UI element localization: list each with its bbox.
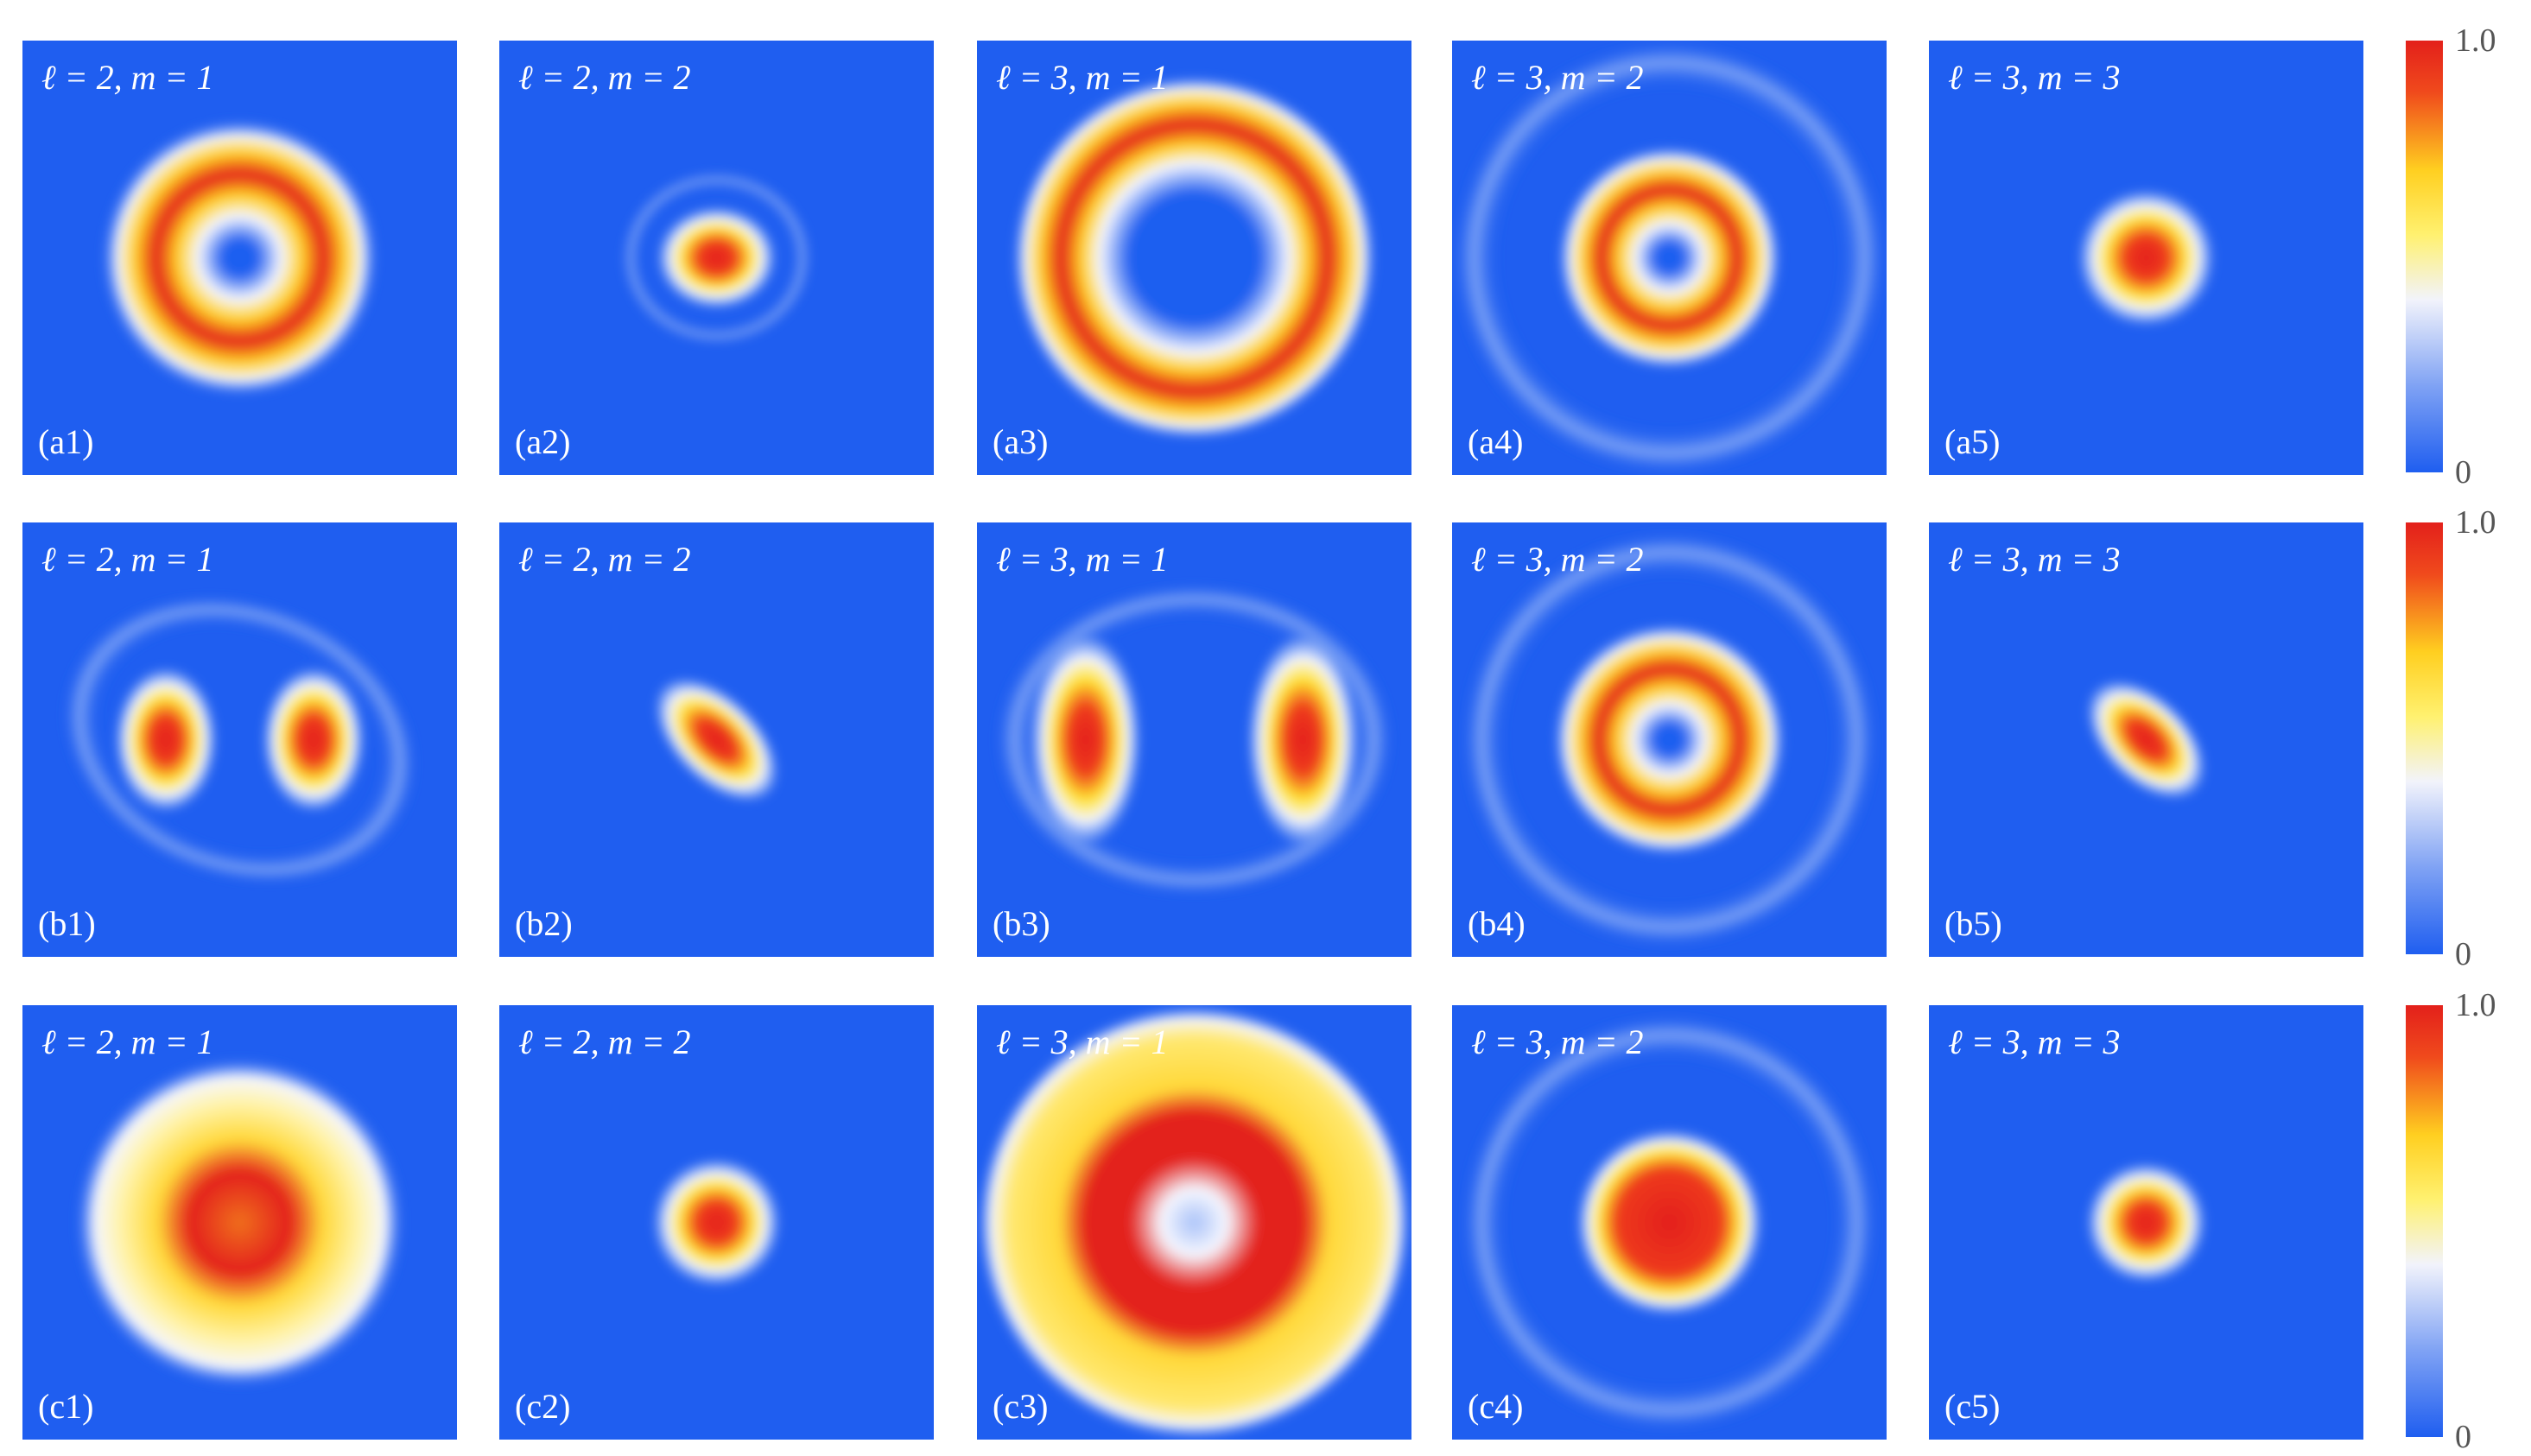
panel-title: ℓ = 3, m = 1 (996, 58, 1169, 97)
intensity-shape (1556, 144, 1783, 371)
intensity-shape (2077, 188, 2216, 327)
intensity-shape (1246, 630, 1360, 849)
intensity-shape (100, 118, 379, 397)
panel: ℓ = 2, m = 1 (b1) (22, 522, 457, 957)
intensity-shape (2085, 1162, 2207, 1283)
heatmap (2077, 188, 2216, 327)
panel-label: (a4) (1468, 422, 1523, 461)
intensity-shape (2085, 679, 2207, 801)
heatmap (1461, 1014, 1878, 1431)
intensity-shape (61, 594, 418, 885)
heatmap (977, 1005, 1411, 1440)
heatmap (653, 676, 780, 803)
colorbar-min-label: 0 (2455, 936, 2471, 972)
colorbar-min-label: 0 (2455, 454, 2471, 491)
colorbar-max-label: 1.0 (2455, 987, 2496, 1023)
panel: ℓ = 2, m = 1 (c1) (22, 1005, 457, 1440)
panel-title: ℓ = 3, m = 3 (1948, 540, 2121, 579)
intensity-shape (261, 665, 366, 814)
heatmap (1012, 75, 1377, 440)
heatmap (1461, 531, 1878, 948)
panel: ℓ = 3, m = 3 (c5) (1929, 1005, 2363, 1440)
panel: ℓ = 3, m = 3 (b5) (1929, 522, 2363, 957)
panel-label: (c4) (1468, 1387, 1523, 1426)
intensity-shape (977, 1005, 1411, 1440)
panel: ℓ = 3, m = 3 (a5) (1929, 41, 2363, 475)
panel-label: (b2) (515, 904, 573, 943)
panel-title: ℓ = 3, m = 2 (1471, 58, 1644, 97)
panel-label: (a2) (515, 422, 570, 461)
heatmap (1452, 41, 1887, 475)
panel-label: (c3) (993, 1387, 1048, 1426)
panel-title: ℓ = 3, m = 2 (1471, 540, 1644, 579)
colorbar-max-label: 1.0 (2455, 22, 2496, 59)
intensity-shape (651, 1157, 782, 1288)
panel-label: (c5) (1944, 1387, 2000, 1426)
panel: ℓ = 3, m = 2 (b4) (1452, 522, 1887, 957)
heatmap (2085, 679, 2207, 801)
panel: ℓ = 2, m = 2 (b2) (499, 522, 934, 957)
colorbar (2406, 1005, 2443, 1437)
colorbar (2406, 41, 2443, 472)
colorbar (2406, 522, 2443, 954)
heatmap (100, 118, 379, 397)
panel-title: ℓ = 3, m = 1 (996, 540, 1169, 579)
panel-title: ℓ = 2, m = 1 (41, 1022, 214, 1061)
panel-title: ℓ = 2, m = 2 (518, 58, 691, 97)
panel-label: (c2) (515, 1387, 570, 1426)
intensity-shape (113, 665, 219, 814)
panel-label: (b5) (1944, 904, 2002, 943)
panel-label: (a1) (38, 422, 93, 461)
intensity-shape (1029, 630, 1143, 849)
panel-title: ℓ = 2, m = 2 (518, 1022, 691, 1061)
intensity-shape (653, 676, 780, 803)
colorbar-min-label: 0 (2455, 1419, 2471, 1455)
panel-title: ℓ = 3, m = 1 (996, 1022, 1169, 1061)
panel-label: (c1) (38, 1387, 93, 1426)
heatmap (620, 170, 813, 345)
heatmap (651, 1157, 782, 1288)
panel-label: (a5) (1944, 422, 2000, 461)
panel: ℓ = 2, m = 2 (a2) (499, 41, 934, 475)
intensity-shape (74, 1057, 405, 1388)
panel-title: ℓ = 2, m = 1 (41, 540, 214, 579)
panel-title: ℓ = 3, m = 2 (1471, 1022, 1644, 1061)
panel-title: ℓ = 2, m = 2 (518, 540, 691, 579)
heatmap (2085, 1162, 2207, 1283)
intensity-shape (656, 206, 777, 310)
heatmap (74, 1057, 405, 1388)
heatmap (994, 583, 1394, 896)
intensity-shape (1012, 75, 1377, 440)
panel: ℓ = 3, m = 1 (a3) (977, 41, 1411, 475)
panel-label: (a3) (993, 422, 1048, 461)
intensity-shape (1551, 622, 1787, 858)
heatmap (61, 594, 418, 885)
panel: ℓ = 3, m = 2 (a4) (1452, 41, 1887, 475)
panel: ℓ = 3, m = 1 (b3) (977, 522, 1411, 957)
intensity-shape (1573, 1126, 1766, 1319)
panel: ℓ = 3, m = 1 (c3) (977, 1005, 1411, 1440)
panel-title: ℓ = 3, m = 3 (1948, 58, 2121, 97)
colorbar-max-label: 1.0 (2455, 504, 2496, 541)
panel-label: (b3) (993, 904, 1050, 943)
panel-title: ℓ = 3, m = 3 (1948, 1022, 2121, 1061)
panel-label: (b1) (38, 904, 96, 943)
panel: ℓ = 2, m = 2 (c2) (499, 1005, 934, 1440)
panel-label: (b4) (1468, 904, 1526, 943)
panel-title: ℓ = 2, m = 1 (41, 58, 214, 97)
panel: ℓ = 3, m = 2 (c4) (1452, 1005, 1887, 1440)
panel: ℓ = 2, m = 1 (a1) (22, 41, 457, 475)
